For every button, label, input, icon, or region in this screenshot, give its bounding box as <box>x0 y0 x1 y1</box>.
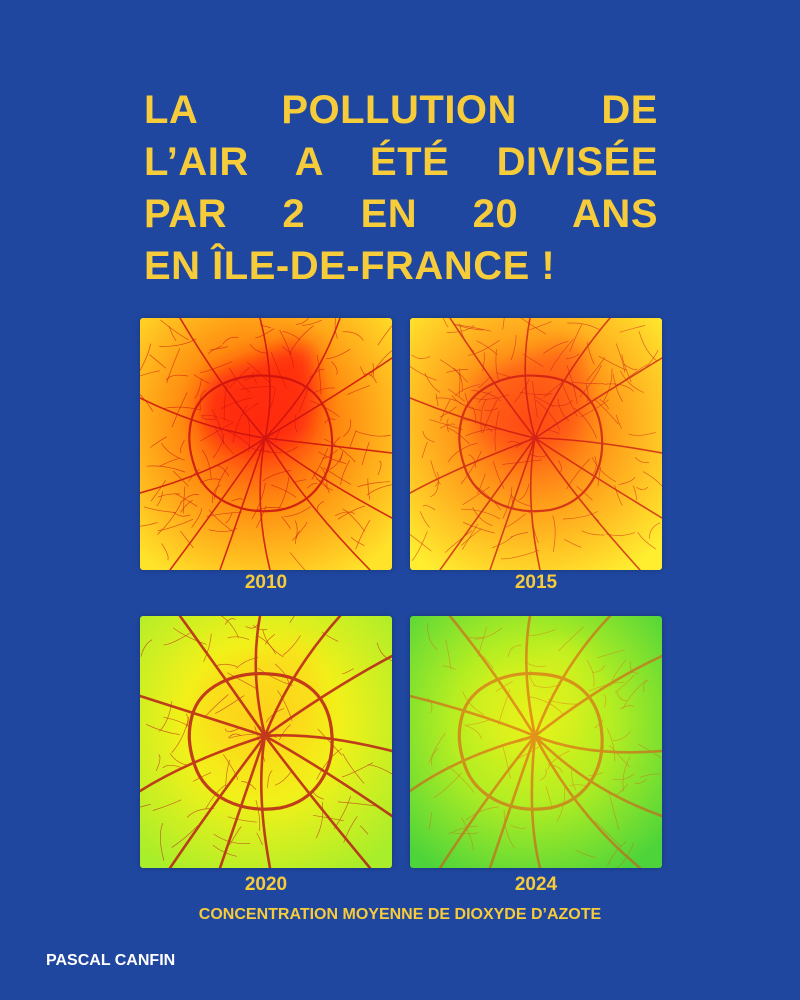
road-network <box>410 318 662 570</box>
map-image-2024 <box>410 616 662 868</box>
headline-line-4: EN ÎLE-DE-FRANCE ! <box>144 244 556 288</box>
year-label-2015: 2015 <box>514 572 558 593</box>
year-label-2010: 2010 <box>244 572 288 593</box>
pollution-hotspot <box>200 343 318 453</box>
map-caption: CONCENTRATION MOYENNE DE DIOXYDE D’AZOTE <box>198 906 602 923</box>
pollution-map-2010 <box>140 318 392 570</box>
pollution-hotspot <box>470 343 588 453</box>
pollution-map-2024 <box>410 616 662 868</box>
pollution-map-2020 <box>140 616 392 868</box>
headline-line-3: PAR 2 EN 20 ANS <box>144 192 658 236</box>
road-network <box>410 616 662 868</box>
year-label-2020: 2020 <box>244 874 288 895</box>
year-label-2024: 2024 <box>514 874 558 895</box>
road-network <box>140 616 392 868</box>
pollution-map-2015 <box>410 318 662 570</box>
author-name: PASCAL CANFIN <box>46 952 176 969</box>
headline-line-2: L’AIR A ÉTÉ DIVISÉE <box>144 140 658 184</box>
map-image-2015 <box>410 318 662 570</box>
headline: LA POLLUTION DE L’AIR A ÉTÉ DIVISÉE PAR … <box>144 84 658 292</box>
headline-line-1: LA POLLUTION DE <box>144 88 658 132</box>
map-image-2010 <box>140 318 392 570</box>
road-network <box>140 318 392 570</box>
map-image-2020 <box>140 616 392 868</box>
